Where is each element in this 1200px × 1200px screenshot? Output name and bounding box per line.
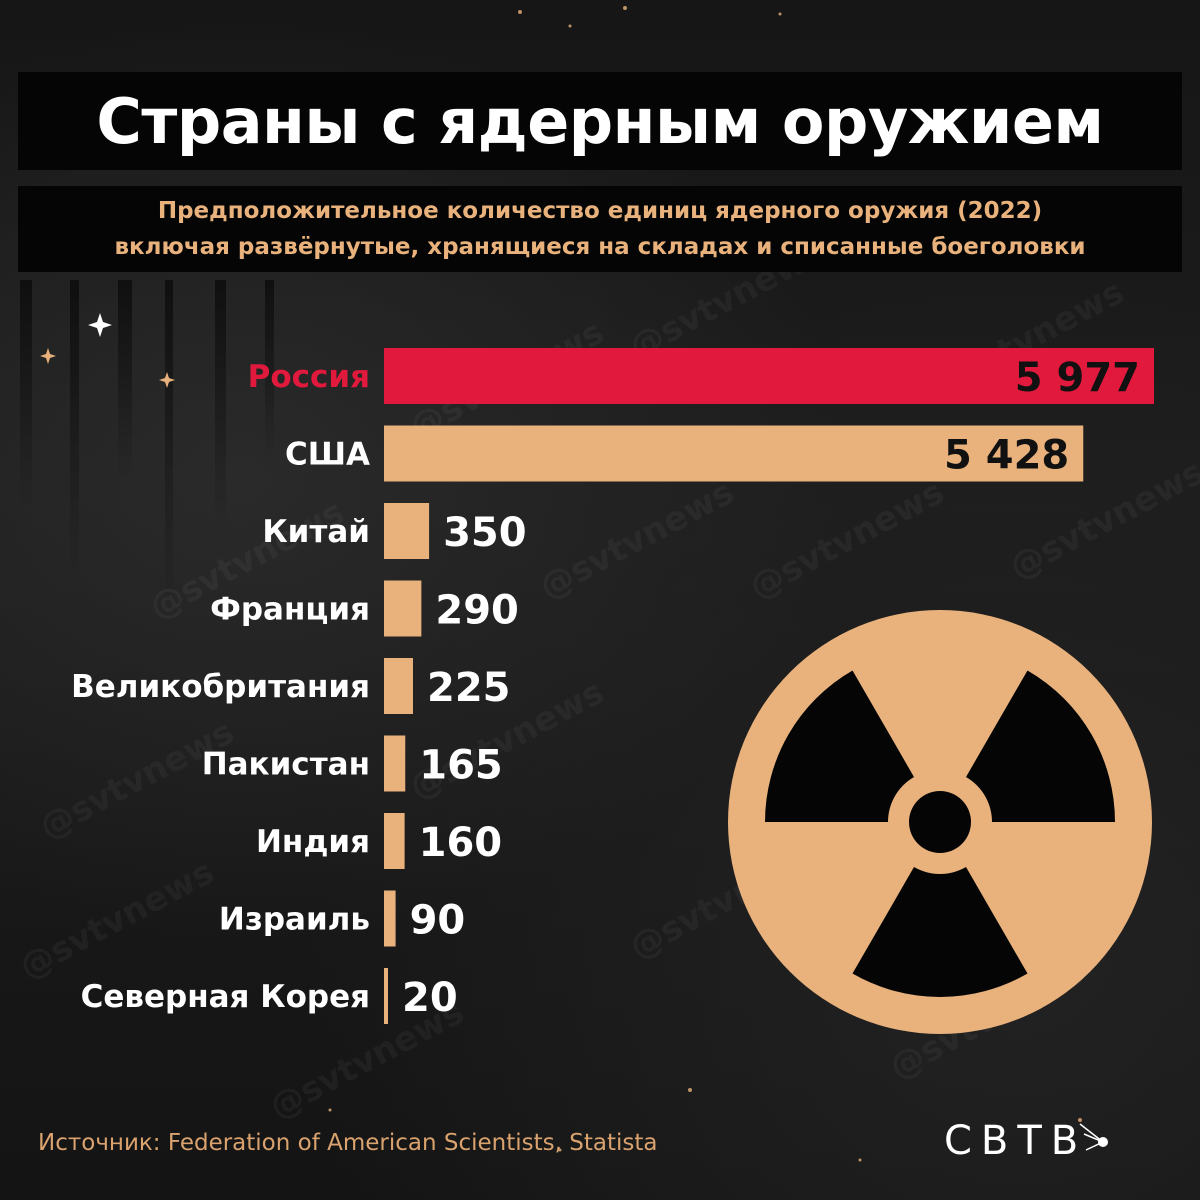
bar: [384, 968, 388, 1024]
chart-subtitle-line-2: включая развёрнутые, хранящиеся на склад…: [114, 234, 1086, 260]
subtitle-band: Предположительное количество единиц ядер…: [18, 186, 1182, 272]
value-label: 20: [402, 975, 458, 1021]
value-label: 160: [419, 820, 503, 866]
value-label: 90: [410, 898, 466, 944]
value-label: 165: [419, 743, 503, 789]
chart-subtitle-line-1: Предположительное количество единиц ядер…: [157, 198, 1043, 224]
sparkle-icon: [88, 313, 112, 337]
bar: [384, 503, 430, 559]
bar-chart: Россия 5 977 США 5 428 Китай 350 Франция 290 Вел…: [71, 348, 1154, 1024]
bar: [384, 890, 396, 947]
category-label: США: [285, 437, 370, 473]
category-label: Пакистан: [202, 747, 370, 783]
category-label: Франция: [210, 592, 370, 628]
chart-title: Страны с ядерным оружием: [96, 84, 1104, 158]
logo-text: СВТВ: [944, 1118, 1088, 1164]
category-label: Россия: [248, 359, 370, 395]
category-label: Индия: [256, 824, 370, 860]
bar: [384, 735, 406, 792]
source-note: Источник: Federation of American Scienti…: [38, 1130, 658, 1156]
category-label: Израиль: [219, 902, 370, 938]
paint-drips-decoration: [20, 280, 274, 610]
bar: [384, 813, 405, 869]
sparkle-icon: [40, 348, 175, 388]
svtv-logo: СВТВ: [940, 1110, 1160, 1180]
value-label: 5 977: [1015, 355, 1140, 401]
category-label: Великобритания: [71, 669, 370, 705]
satellite-icon: [1079, 1123, 1108, 1151]
value-label: 225: [427, 665, 511, 711]
value-label: 350: [443, 510, 526, 556]
value-label: 5 428: [944, 433, 1069, 479]
bar: [384, 348, 1154, 404]
category-label: Северная Корея: [81, 979, 370, 1015]
bar: [384, 580, 422, 637]
title-band: Страны с ядерным оружием: [18, 72, 1182, 170]
category-label: Китай: [262, 514, 370, 550]
bar: [384, 658, 413, 714]
bar: [384, 425, 1084, 482]
value-label: 290: [435, 588, 518, 634]
